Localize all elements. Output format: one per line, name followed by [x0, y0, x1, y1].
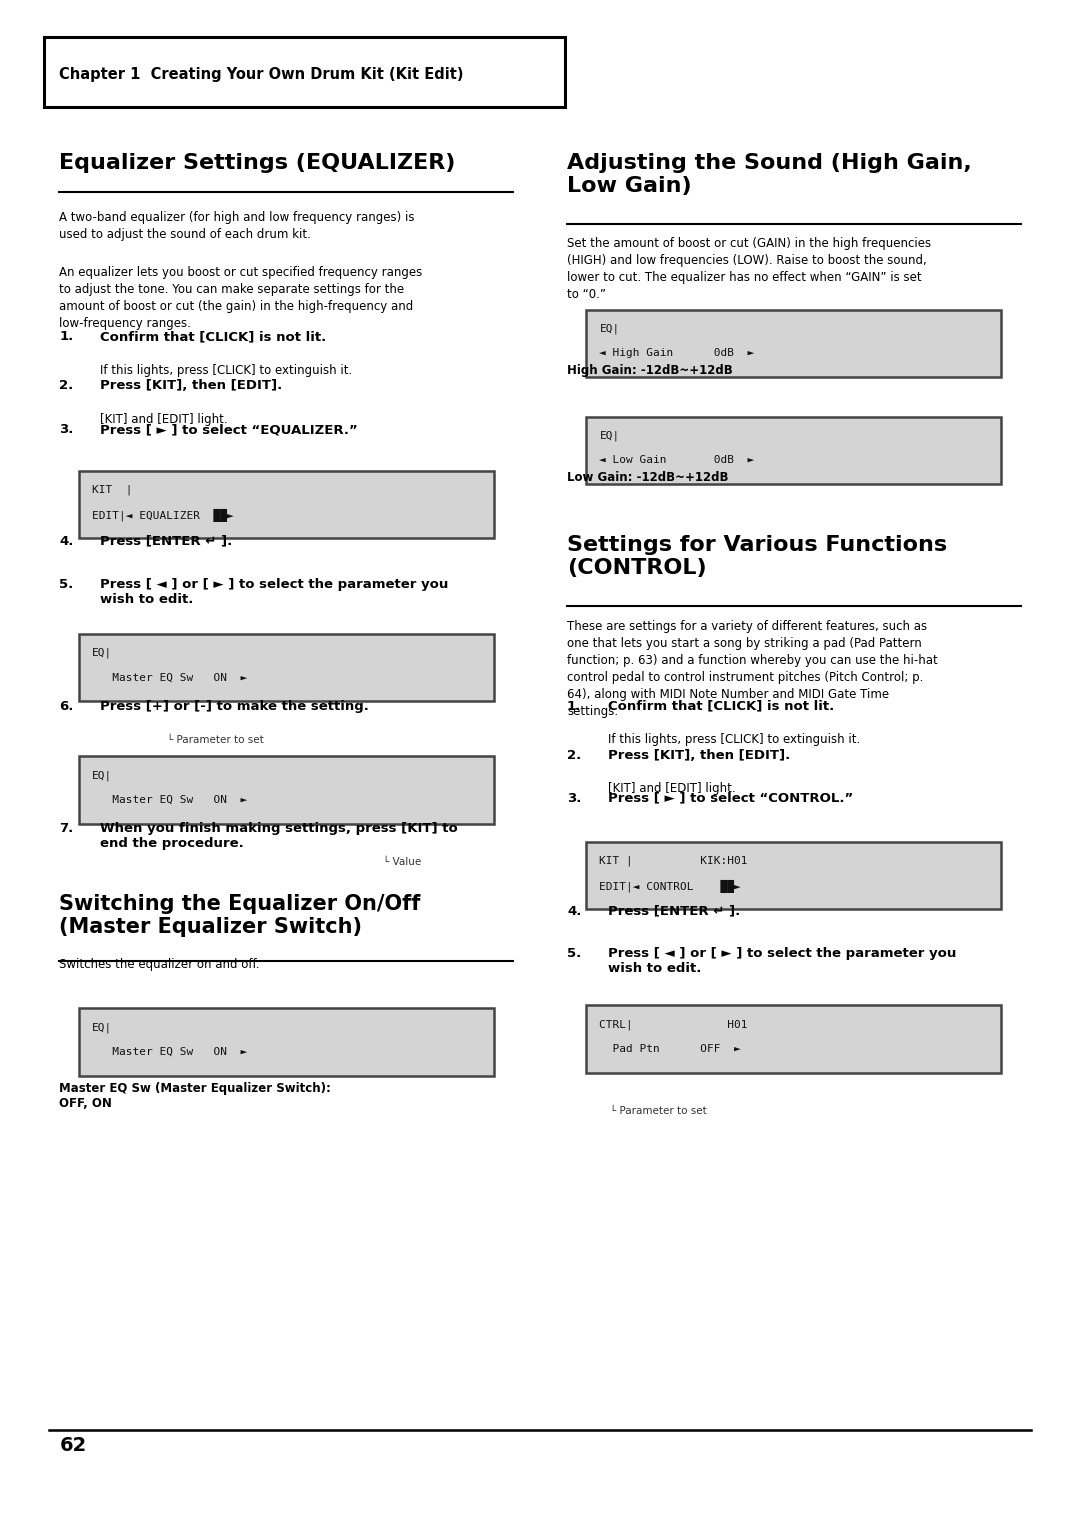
Text: EQ|: EQ| [92, 1022, 112, 1033]
FancyBboxPatch shape [79, 471, 494, 538]
Text: An equalizer lets you boost or cut specified frequency ranges
to adjust the tone: An equalizer lets you boost or cut speci… [59, 266, 422, 330]
FancyBboxPatch shape [586, 310, 1001, 377]
Text: Press [ENTER ↵ ].: Press [ENTER ↵ ]. [608, 905, 740, 918]
Text: These are settings for a variety of different features, such as
one that lets yo: These are settings for a variety of diff… [567, 620, 937, 718]
Text: EQ|: EQ| [599, 431, 620, 442]
Text: 3.: 3. [59, 423, 73, 437]
Text: If this lights, press [CLICK] to extinguish it.: If this lights, press [CLICK] to extingu… [100, 364, 353, 377]
Text: Adjusting the Sound (High Gain,
Low Gain): Adjusting the Sound (High Gain, Low Gain… [567, 153, 972, 196]
Text: ◄ High Gain      0dB  ►: ◄ High Gain 0dB ► [599, 348, 755, 359]
Text: CTRL|              H01: CTRL| H01 [599, 1019, 748, 1030]
Text: 5.: 5. [59, 578, 73, 591]
Text: 4.: 4. [567, 905, 581, 918]
Text: Switches the equalizer on and off.: Switches the equalizer on and off. [59, 958, 260, 972]
Text: Chapter 1  Creating Your Own Drum Kit (Kit Edit): Chapter 1 Creating Your Own Drum Kit (Ki… [59, 67, 464, 83]
Text: [KIT] and [EDIT] light.: [KIT] and [EDIT] light. [100, 413, 228, 426]
Text: [KIT] and [EDIT] light.: [KIT] and [EDIT] light. [608, 782, 735, 796]
FancyBboxPatch shape [586, 1005, 1001, 1073]
Text: Press [ENTER ↵ ].: Press [ENTER ↵ ]. [100, 535, 232, 549]
Text: Set the amount of boost or cut (GAIN) in the high frequencies
(HIGH) and low fre: Set the amount of boost or cut (GAIN) in… [567, 237, 931, 301]
Text: └ Parameter to set: └ Parameter to set [610, 1106, 707, 1117]
Text: Master EQ Sw (Master Equalizer Switch):
OFF, ON: Master EQ Sw (Master Equalizer Switch): … [59, 1082, 332, 1109]
FancyBboxPatch shape [586, 842, 1001, 909]
Text: EDIT|◄ CONTROL    ██►: EDIT|◄ CONTROL ██► [599, 880, 741, 894]
FancyBboxPatch shape [79, 756, 494, 824]
Text: 3.: 3. [567, 792, 581, 805]
Text: ◄ Low Gain       0dB  ►: ◄ Low Gain 0dB ► [599, 455, 755, 466]
FancyBboxPatch shape [44, 37, 565, 107]
Text: 5.: 5. [567, 947, 581, 961]
Text: Switching the Equalizer On/Off
(Master Equalizer Switch): Switching the Equalizer On/Off (Master E… [59, 894, 421, 937]
Text: When you finish making settings, press [KIT] to
end the procedure.: When you finish making settings, press [… [100, 822, 458, 850]
Text: KIT  |: KIT | [92, 484, 133, 495]
Text: Master EQ Sw   ON  ►: Master EQ Sw ON ► [92, 1047, 247, 1057]
Text: Press [ ► ] to select “EQUALIZER.”: Press [ ► ] to select “EQUALIZER.” [100, 423, 359, 437]
FancyBboxPatch shape [586, 417, 1001, 484]
Text: EQ|: EQ| [92, 648, 112, 659]
Text: Press [ ◄ ] or [ ► ] to select the parameter you
wish to edit.: Press [ ◄ ] or [ ► ] to select the param… [608, 947, 957, 975]
Text: Press [ ◄ ] or [ ► ] to select the parameter you
wish to edit.: Press [ ◄ ] or [ ► ] to select the param… [100, 578, 449, 605]
Text: 2.: 2. [59, 379, 73, 393]
Text: Master EQ Sw   ON  ►: Master EQ Sw ON ► [92, 795, 247, 805]
Text: 4.: 4. [59, 535, 73, 549]
Text: If this lights, press [CLICK] to extinguish it.: If this lights, press [CLICK] to extingu… [608, 733, 861, 747]
Text: Confirm that [CLICK] is not lit.: Confirm that [CLICK] is not lit. [100, 330, 326, 344]
Text: Press [+] or [-] to make the setting.: Press [+] or [-] to make the setting. [100, 700, 369, 714]
Text: Settings for Various Functions
(CONTROL): Settings for Various Functions (CONTROL) [567, 535, 947, 578]
Text: Press [KIT], then [EDIT].: Press [KIT], then [EDIT]. [608, 749, 791, 762]
Text: Press [ ► ] to select “CONTROL.”: Press [ ► ] to select “CONTROL.” [608, 792, 853, 805]
Text: Master EQ Sw   ON  ►: Master EQ Sw ON ► [92, 672, 247, 683]
Text: High Gain: -12dB~+12dB: High Gain: -12dB~+12dB [567, 364, 732, 377]
Text: Pad Ptn      OFF  ►: Pad Ptn OFF ► [599, 1044, 741, 1054]
Text: 6.: 6. [59, 700, 73, 714]
Text: A two-band equalizer (for high and low frequency ranges) is
used to adjust the s: A two-band equalizer (for high and low f… [59, 211, 415, 241]
Text: Press [KIT], then [EDIT].: Press [KIT], then [EDIT]. [100, 379, 283, 393]
Text: 62: 62 [59, 1436, 86, 1455]
Text: Confirm that [CLICK] is not lit.: Confirm that [CLICK] is not lit. [608, 700, 834, 714]
Text: Equalizer Settings (EQUALIZER): Equalizer Settings (EQUALIZER) [59, 153, 456, 173]
Text: EDIT|◄ EQUALIZER  ██►: EDIT|◄ EQUALIZER ██► [92, 509, 233, 523]
Text: KIT |          KIK:H01: KIT | KIK:H01 [599, 856, 748, 866]
Text: 1.: 1. [567, 700, 581, 714]
Text: Low Gain: -12dB~+12dB: Low Gain: -12dB~+12dB [567, 471, 729, 484]
Text: └ Parameter to set: └ Parameter to set [167, 735, 265, 746]
Text: └ Value: └ Value [383, 857, 421, 868]
FancyBboxPatch shape [79, 634, 494, 701]
FancyBboxPatch shape [79, 1008, 494, 1076]
Text: 7.: 7. [59, 822, 73, 836]
Text: EQ|: EQ| [92, 770, 112, 781]
Text: 1.: 1. [59, 330, 73, 344]
Text: EQ|: EQ| [599, 324, 620, 335]
Text: 2.: 2. [567, 749, 581, 762]
